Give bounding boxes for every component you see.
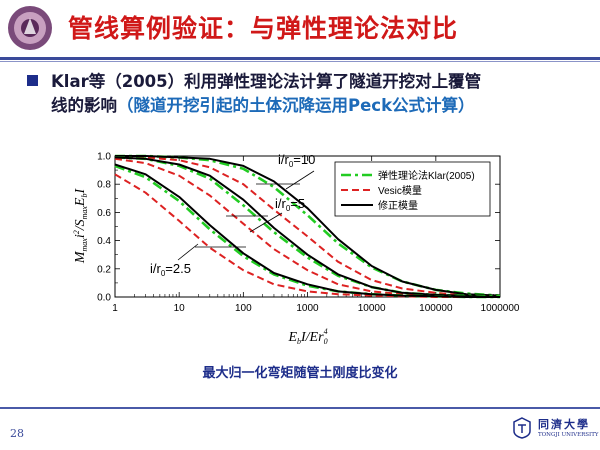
x-tick-label: 100000 (419, 303, 453, 314)
svg-text:修正模量: 修正模量 (378, 199, 418, 212)
bullet-text-main: 线的影响 (51, 96, 117, 115)
university-name: 同濟大學 (538, 418, 590, 431)
series-line-2 (115, 155, 501, 297)
y-tick-label: 0.6 (97, 208, 111, 219)
svg-text:Vesic模量: Vesic模量 (378, 185, 422, 197)
slide-title: 管线算例验证：与弹性理论法对比 (68, 14, 459, 43)
annotation-ir-10: i/r0=10 (256, 152, 315, 190)
series-line-5 (114, 156, 501, 298)
y-tick-label: 0.4 (97, 236, 111, 247)
svg-text:i/r0=2.5: i/r0=2.5 (150, 261, 191, 278)
svg-text:i/r0=5: i/r0=5 (275, 196, 305, 213)
x-tick-label: 10 (174, 303, 186, 314)
x-tick-label: 100 (235, 303, 252, 314)
x-tick-label: 10000 (358, 303, 386, 314)
university-name-en: TONGJI UNIVERSITY (538, 432, 599, 438)
chart-caption: 最大归一化弯矩随管土刚度比变化 (202, 366, 398, 381)
header-divider (0, 57, 600, 60)
legend-item-vesic: Vesic模量 (341, 185, 422, 197)
page-number: 28 (10, 427, 24, 440)
y-tick-label: 0.8 (97, 180, 111, 191)
series-line-8 (114, 163, 500, 298)
x-tick-label: 1000 (296, 303, 319, 314)
moment-ratio-chart: 1 10 100 1000 10000 100000 1000000 0.0 0.2 0.4 0.6… (72, 152, 520, 347)
bullet-text-line-2: 线的影响（隧道开挖引起的土体沉降运用Peck公式计算） (51, 92, 475, 116)
y-tick-label: 0.2 (97, 264, 111, 275)
svg-text:i/r0=10: i/r0=10 (278, 152, 315, 169)
legend-item-klar: 弹性理论法Klar(2005) (341, 169, 475, 182)
header-divider-thin (0, 61, 600, 62)
bullet-text-note: （隧道开挖引起的土体沉降运用Peck公式计算） (117, 96, 475, 115)
y-tick-label: 0.0 (97, 293, 111, 304)
annotation-ir-5: i/r0=5 (226, 196, 305, 233)
annotation-ir-2-5: i/r0=2.5 (150, 243, 246, 278)
university-emblem-icon (513, 417, 531, 439)
series-layer (114, 154, 501, 299)
y-tick-label: 1.0 (97, 152, 111, 163)
x-tick-label: 1000000 (481, 303, 520, 314)
bullet-square-icon (27, 75, 38, 86)
svg-text:弹性理论法Klar(2005): 弹性理论法Klar(2005) (378, 169, 475, 182)
axis-ticks: 1 10 100 1000 10000 100000 1000000 0.0 0.2 0.4 0.6… (97, 152, 520, 315)
bullet-text-line-1: Klar等（2005）利用弹性理论法计算了隧道开挖对上覆管 (51, 72, 482, 91)
x-tick-label: 1 (112, 303, 118, 314)
university-seal-icon (8, 6, 52, 50)
legend-item-modified: 修正模量 (341, 199, 418, 212)
y-axis-label: Mmaxi2/SmaxEbI (72, 188, 89, 265)
chart-legend: 弹性理论法Klar(2005) Vesic模量 修正模量 (334, 161, 491, 217)
x-axis-label: EbI/Er04 (287, 327, 327, 346)
footer-divider (0, 407, 600, 409)
